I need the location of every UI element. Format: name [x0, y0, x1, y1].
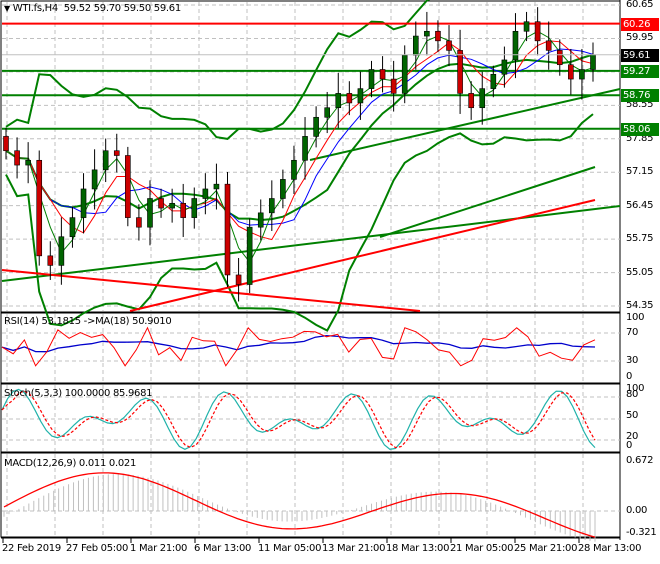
time-label: 21 Mar 05:00 [450, 543, 514, 554]
time-label: 22 Feb 2019 [2, 543, 61, 554]
price-panel[interactable] [1, 0, 621, 332]
indicator-level-label: 0 [626, 371, 633, 382]
time-label: 6 Mar 13:00 [194, 543, 252, 554]
rsi-title: RSI(14) 53.1815 ->MA(18) 50.9010 [4, 316, 172, 327]
time-label: 25 Mar 21:00 [514, 543, 578, 554]
price-label: 54.35 [626, 300, 654, 311]
indicator-level-label: 20 [626, 431, 639, 442]
price-label: 59.95 [626, 32, 654, 44]
indicator-level-label: -0.321 [626, 527, 657, 538]
price-label: 60.65 [626, 0, 654, 10]
symbol-label: WTI.fs,H4 [12, 3, 59, 14]
price-tag-black: 59.61 [621, 48, 659, 62]
macd-title: MACD(12,26,9) 0.011 0.021 [4, 458, 137, 469]
stoch-panel[interactable] [1, 388, 596, 451]
price-label: 55.05 [626, 266, 654, 278]
indicator-level-label: 100 [626, 312, 645, 323]
price-label: 55.75 [626, 233, 654, 245]
time-label: 11 Mar 05:00 [258, 543, 322, 554]
time-label: 13 Mar 21:00 [322, 543, 386, 554]
time-label: 1 Mar 21:00 [130, 543, 188, 554]
ohlc-values: 59.52 59.70 59.50 59.61 [63, 3, 181, 14]
indicator-level-label: 100 [626, 383, 645, 394]
time-label: 18 Mar 13:00 [386, 543, 450, 554]
price-tag-green: 58.06 [621, 122, 659, 136]
time-label: 28 Mar 13:00 [578, 543, 642, 554]
time-label: 27 Feb 05:00 [66, 543, 129, 554]
triangle-down-icon[interactable]: ▼ [4, 4, 10, 13]
indicator-level-label: 50 [626, 410, 639, 421]
price-label: 57.15 [626, 166, 654, 178]
rsi-panel[interactable] [1, 326, 596, 367]
indicator-level-label: 30 [626, 355, 639, 366]
price-tag-green: 58.76 [621, 89, 659, 103]
chart-header: ▼ WTI.fs,H4 59.52 59.70 59.50 59.61 [4, 3, 181, 15]
price-tag-green: 59.27 [621, 64, 659, 78]
price-tag-red: 60.26 [621, 17, 659, 31]
price-label: 58.55 [626, 99, 654, 111]
price-label: 57.85 [626, 132, 654, 144]
indicator-level-label: 70 [626, 327, 639, 338]
indicator-level-label: 0.672 [626, 455, 654, 466]
stoch-title: Stoch(5,3,3) 100.0000 85.9681 [4, 388, 153, 399]
indicator-level-label: 0.00 [626, 505, 648, 516]
panel-frames [0, 0, 621, 543]
indicator-level-label: 0 [626, 440, 633, 451]
price-label: 56.45 [626, 199, 654, 211]
macd-panel[interactable] [3, 472, 596, 542]
indicator-level-label: 80 [626, 389, 639, 400]
